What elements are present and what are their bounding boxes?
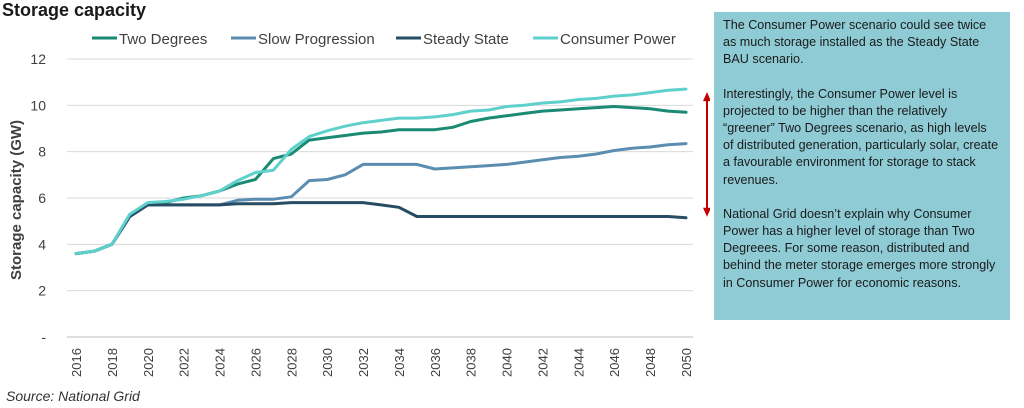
commentary-paragraph-2: Interestingly, the Consumer Power level … [723, 86, 999, 187]
y-tick-label: 10 [30, 97, 46, 113]
commentary-box: The Consumer Power scenario could see tw… [714, 12, 1010, 320]
x-tick-label: 2048 [643, 348, 658, 377]
x-tick-label: 2046 [607, 348, 622, 377]
x-tick-label: 2028 [284, 348, 299, 377]
y-axis-title: Storage capacity (GW) [8, 120, 25, 280]
x-tick-label: 2040 [500, 348, 515, 377]
x-tick-label: 2050 [679, 348, 694, 377]
x-tick-label: 2032 [356, 348, 371, 377]
legend: Two Degrees Slow Progression Steady State C… [92, 31, 676, 48]
y-tick-label: 4 [38, 236, 46, 252]
commentary-paragraph-3: National Grid doesn’t explain why Consum… [723, 206, 996, 290]
y-tick-label: 2 [38, 283, 46, 299]
axes: - 2 4 6 8 10 12 2016 2018 2020 2022 2024 2026 2028 203… [8, 51, 694, 377]
x-tick-label: 2020 [141, 348, 156, 377]
x-tick-label: 2038 [464, 348, 479, 377]
series-line-steady-state [74, 201, 688, 256]
series-line-slow-progression [74, 142, 688, 256]
storage-capacity-chart: - 2 4 6 8 10 12 2016 2018 2020 2022 2024 2026 2028 203… [8, 31, 710, 377]
x-tick-label: 2034 [392, 348, 407, 377]
x-tick-label: 2044 [571, 348, 586, 377]
x-tick-label: 2026 [248, 348, 263, 377]
series-line-two-degrees [74, 105, 688, 256]
chart-title: Storage capacity [2, 0, 147, 20]
x-tick-label: 2016 [69, 348, 84, 377]
legend-label: Two Degrees [119, 31, 207, 48]
series-lines [74, 87, 688, 256]
difference-arrow [703, 92, 710, 217]
series-line-consumer-power [74, 87, 688, 256]
x-tick-label: 2030 [320, 348, 335, 377]
gridlines [67, 58, 693, 292]
y-tick-label: 8 [38, 144, 46, 160]
legend-label: Slow Progression [258, 31, 375, 48]
y-tick-label: 6 [38, 190, 46, 206]
arrow-head-up [703, 92, 710, 102]
x-tick-label: 2024 [213, 348, 228, 377]
x-tick-label: 2042 [535, 348, 550, 377]
y-tick-label: 12 [30, 51, 46, 67]
arrow-head-down [703, 207, 710, 217]
legend-label: Consumer Power [560, 31, 676, 48]
source-note: Source: National Grid [6, 388, 140, 404]
commentary-paragraph-1: The Consumer Power scenario could see tw… [723, 18, 987, 67]
x-tick-label: 2022 [177, 348, 192, 377]
x-tick-label: 2036 [428, 348, 443, 377]
y-tick-label: - [41, 329, 46, 345]
x-tick-label: 2018 [105, 348, 120, 377]
legend-label: Steady State [423, 31, 509, 48]
